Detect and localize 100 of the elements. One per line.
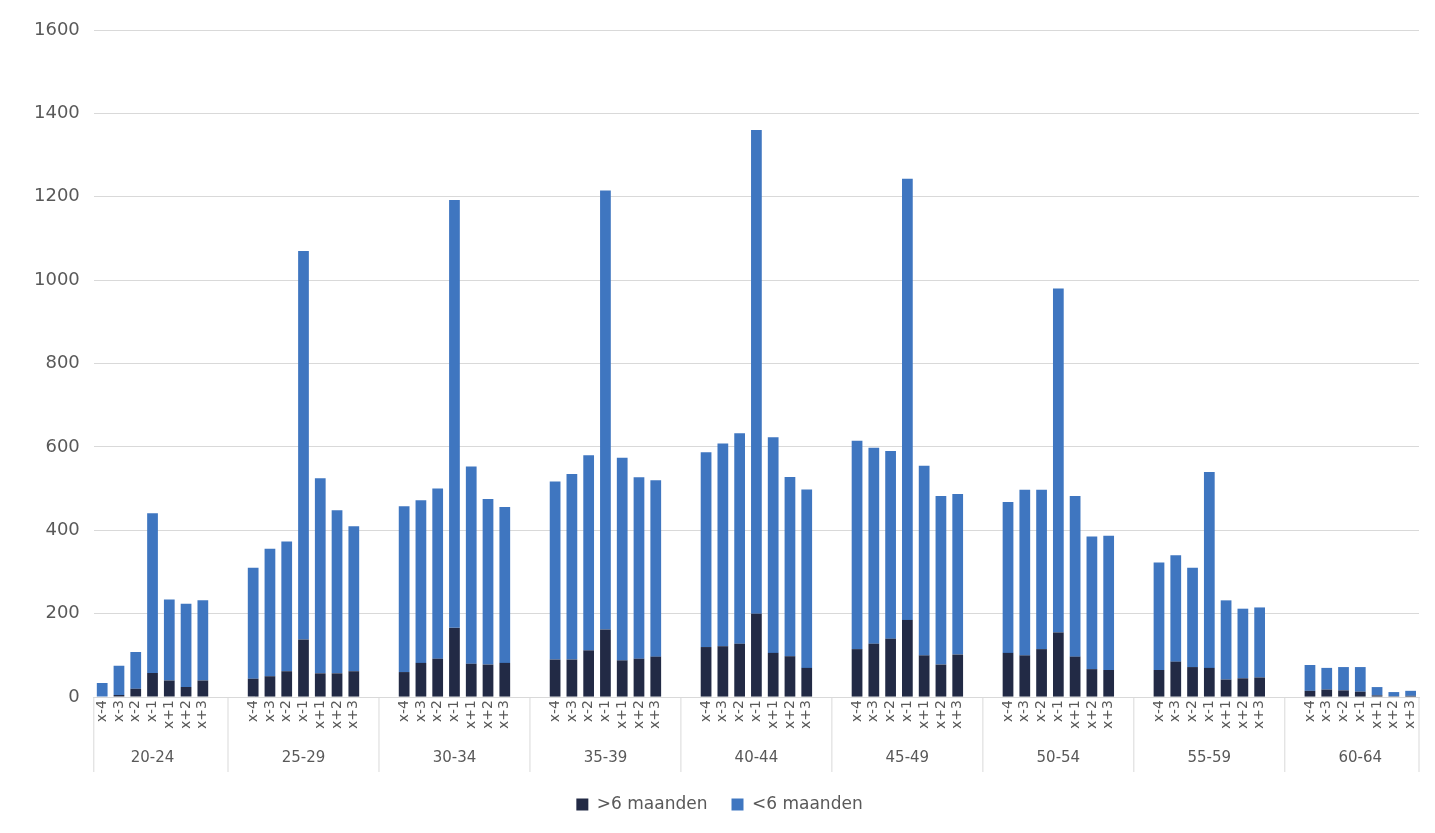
y-tick-label: 1000: [34, 267, 80, 289]
bar: [1405, 690, 1416, 696]
bar: [1103, 535, 1115, 670]
x-tick-label: x+3: [948, 700, 965, 730]
bar: [902, 178, 913, 620]
bar: [465, 663, 477, 697]
bar: [1237, 608, 1249, 679]
y-tick-label: 0: [68, 684, 80, 706]
x-tick-label: x+1: [612, 700, 629, 730]
x-tick-label: x+2: [931, 700, 948, 730]
bar: [885, 638, 896, 697]
bar: [549, 659, 561, 697]
text: 55-59: [1187, 747, 1232, 766]
bar: [1086, 669, 1098, 697]
bar: [398, 672, 410, 697]
x-tick-label: x+1: [310, 700, 327, 730]
bar: [717, 646, 729, 697]
bar: [348, 671, 360, 697]
text: 35-39: [583, 747, 628, 766]
bar: [1153, 669, 1165, 697]
bar: [1002, 501, 1014, 653]
x-tick-label: x+1: [914, 700, 931, 730]
bar: [1321, 689, 1333, 697]
bar: [650, 656, 662, 697]
bar: [918, 655, 930, 697]
bar: [1002, 652, 1014, 697]
x-tick-label: x-2: [428, 700, 445, 723]
x-tick-label: x-4: [998, 699, 1015, 723]
bar: [1052, 632, 1064, 697]
bar: [784, 476, 796, 657]
bar: [868, 447, 880, 644]
y-tick-label: 800: [45, 351, 80, 373]
bar: [1338, 667, 1349, 691]
bar: [197, 600, 209, 681]
bar: [633, 477, 645, 659]
x-tick-label: x-1: [1350, 700, 1367, 723]
y-tick-label: 1600: [34, 17, 80, 39]
x-tick-label: x-4: [394, 699, 411, 723]
x-tick-label: x+2: [478, 700, 495, 730]
bar: [616, 457, 628, 661]
x-tick-label: x-3: [713, 700, 730, 723]
bar: [851, 440, 863, 650]
bar: [281, 541, 293, 672]
bar: [1019, 489, 1031, 656]
bar: [1354, 667, 1366, 692]
x-tick-label: x-1: [898, 700, 915, 723]
bar: [298, 639, 309, 697]
bar: [147, 513, 158, 673]
bar: [583, 455, 595, 651]
x-tick-label: x-4: [1149, 699, 1166, 723]
bar: [499, 506, 511, 663]
text: 45-49: [885, 747, 930, 766]
legend-label: >6 maanden: [596, 792, 708, 813]
x-tick-label: x+1: [1367, 700, 1384, 730]
bar: [1338, 690, 1349, 697]
bar: [1220, 600, 1232, 680]
bar: [1203, 471, 1215, 668]
bar: [767, 437, 779, 653]
bar: [331, 673, 343, 697]
bar: [600, 629, 611, 697]
bar: [784, 656, 796, 697]
y-tick-label: 200: [45, 601, 80, 623]
x-tick-label: x-2: [126, 700, 143, 723]
bar: [1321, 667, 1333, 690]
bar: [247, 567, 259, 679]
bar: [1069, 496, 1081, 657]
x-tick-label: x-2: [730, 700, 747, 723]
bar: [163, 680, 175, 697]
bar: [96, 682, 108, 697]
x-tick-label: x+1: [159, 700, 176, 730]
bar: [147, 672, 158, 697]
bar: [1103, 669, 1115, 697]
x-tick-label: x+3: [797, 700, 814, 730]
x-tick-label: x+3: [1401, 700, 1418, 730]
bar: [180, 687, 192, 697]
x-tick-label: x-4: [696, 699, 713, 723]
bar: [264, 548, 276, 677]
bar: [415, 500, 427, 663]
bar: [700, 452, 712, 648]
bar: [1388, 692, 1400, 697]
x-tick-label: x-1: [747, 700, 764, 723]
x-tick-label: x-3: [1317, 700, 1334, 723]
x-tick-label: x+2: [629, 700, 646, 730]
text: 25-29: [281, 747, 326, 766]
bar: [566, 659, 578, 697]
x-tick-label: x-2: [1032, 700, 1049, 723]
bar: [1170, 661, 1182, 697]
bar: [348, 526, 360, 672]
x-tick-label: x-1: [143, 700, 160, 723]
bar: [700, 647, 712, 697]
bar: [130, 688, 142, 697]
x-tick-label: x+1: [1065, 700, 1082, 730]
bar: [113, 665, 125, 695]
text: 40-44: [734, 747, 779, 766]
y-tick-label: 400: [45, 517, 80, 539]
bar: [1304, 690, 1316, 697]
bar: [415, 662, 427, 697]
bar: [298, 250, 309, 640]
bar: [734, 433, 745, 644]
bar: [314, 478, 326, 674]
